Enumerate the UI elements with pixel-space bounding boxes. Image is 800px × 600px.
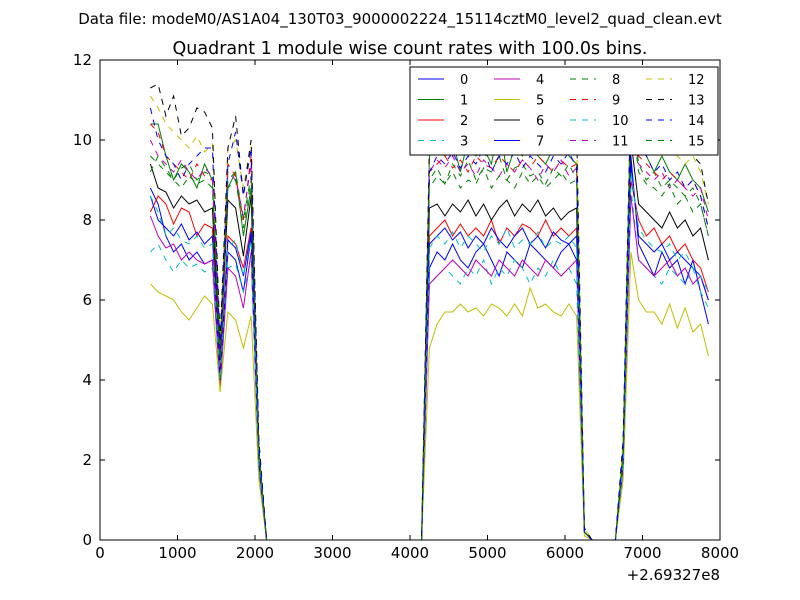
- legend-label-12: 12: [688, 73, 705, 88]
- series-line-5: [150, 251, 709, 540]
- x-tick-label: 0: [95, 544, 105, 562]
- legend-label-4: 4: [536, 73, 544, 88]
- y-tick-label: 8: [82, 211, 92, 229]
- series-line-8: [149, 91, 709, 540]
- series-line-15: [150, 107, 709, 540]
- legend-label-3: 3: [460, 135, 468, 150]
- legend-box: [409, 66, 719, 156]
- x-tick-label: 2000: [236, 544, 274, 562]
- x-tick-label: 6000: [546, 544, 584, 562]
- legend-label-0: 0: [460, 73, 468, 88]
- series-line-11: [149, 115, 709, 540]
- y-tick-label: 4: [82, 371, 92, 389]
- legend-label-15: 15: [688, 135, 705, 150]
- x-tick-label: 5000: [468, 544, 506, 562]
- axis-ticks: 0 1000 2000 3000 4000 5000 6000 7000 80000246810…: [73, 51, 739, 562]
- y-tick-label: 6: [82, 291, 92, 309]
- x-tick-label: 7000: [623, 544, 661, 562]
- legend-label-8: 8: [612, 73, 620, 88]
- legend-label-2: 2: [460, 114, 468, 129]
- x-tick-label: 4000: [391, 544, 429, 562]
- series-line-7: [149, 163, 709, 540]
- legend-label-5: 5: [536, 94, 544, 109]
- legend-label-6: 6: [536, 114, 544, 129]
- legend-label-9: 9: [612, 94, 620, 109]
- series-line-6: [149, 139, 709, 540]
- legend-label-11: 11: [612, 135, 629, 150]
- x-tick-label: 3000: [313, 544, 351, 562]
- series-line-10: [149, 171, 709, 540]
- legend-label-10: 10: [612, 114, 629, 129]
- chart-title: Quadrant 1 module wise count rates with …: [173, 39, 648, 59]
- x-tick-label: 8000: [701, 544, 739, 562]
- x-tick-label: 1000: [158, 544, 196, 562]
- legend-label-7: 7: [536, 135, 544, 150]
- y-tick-label: 12: [73, 51, 92, 69]
- y-tick-label: 2: [82, 451, 92, 469]
- y-tick-label: 0: [82, 531, 92, 549]
- series-line-3: [150, 187, 709, 540]
- legend-label-13: 13: [688, 94, 705, 109]
- y-tick-label: 10: [73, 131, 92, 149]
- series-line-4: [149, 195, 709, 540]
- x-offset-label: +2.69327e8: [627, 566, 720, 584]
- legend-label-1: 1: [460, 94, 468, 109]
- figure-suptitle: Data file: modeM0/AS1A04_130T03_90000022…: [78, 10, 722, 29]
- legend-label-14: 14: [688, 114, 705, 129]
